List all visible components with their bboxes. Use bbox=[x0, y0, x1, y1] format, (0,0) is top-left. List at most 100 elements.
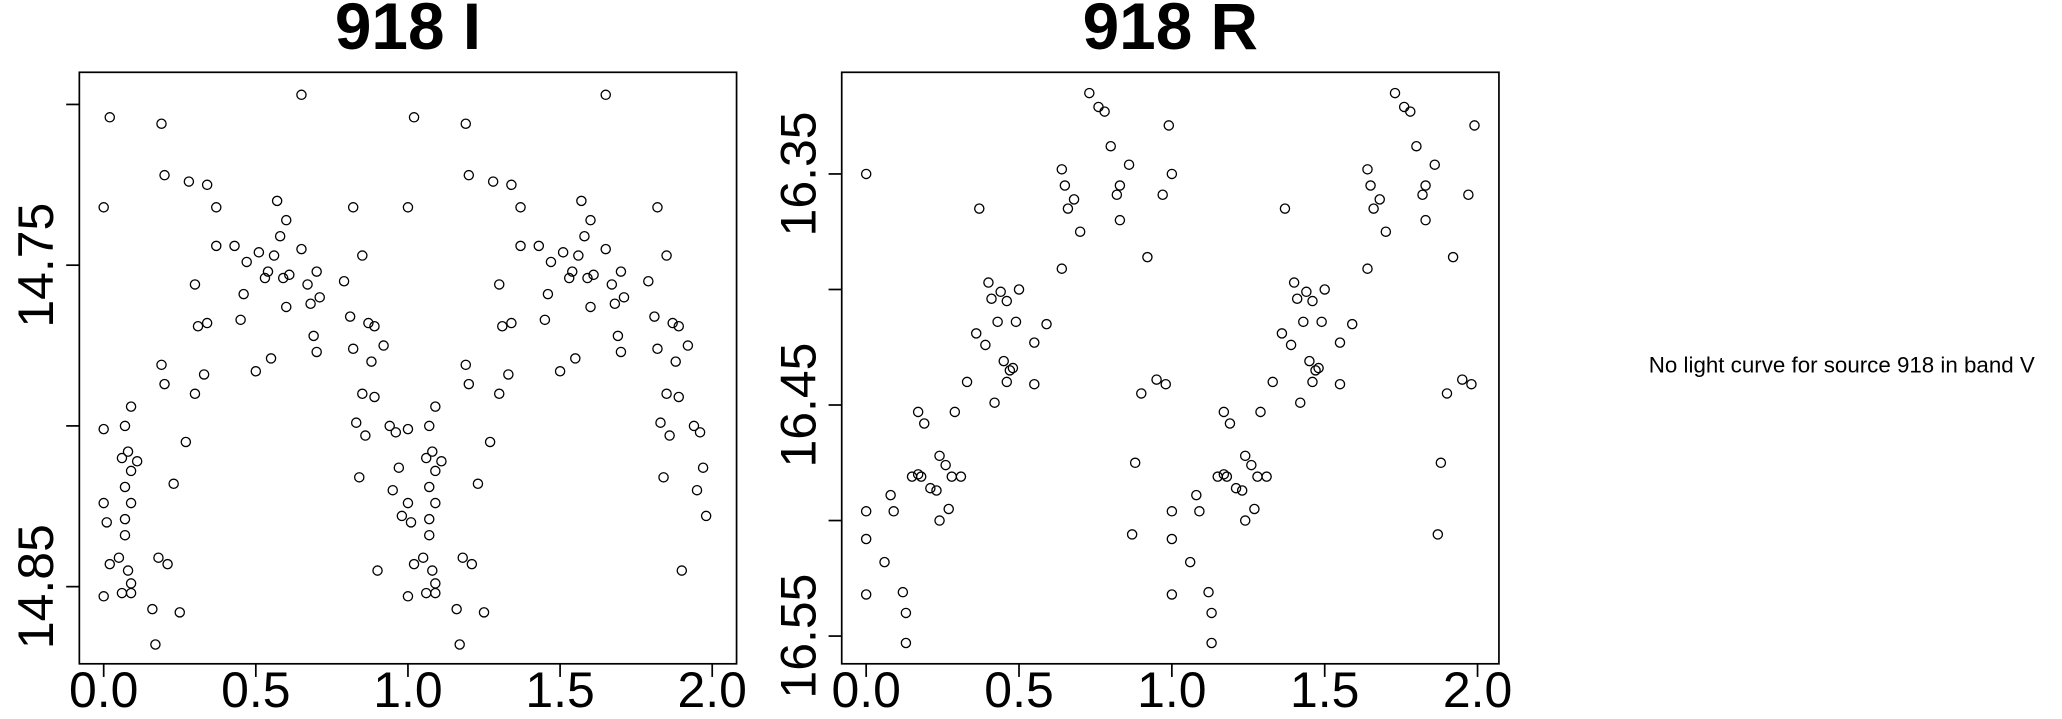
data-point bbox=[998, 355, 1009, 367]
x-tick-label: 0.5 bbox=[221, 662, 290, 718]
data-point bbox=[168, 478, 179, 490]
data-point bbox=[493, 388, 505, 400]
data-point bbox=[390, 427, 402, 438]
data-point bbox=[661, 388, 672, 400]
data-point bbox=[463, 378, 475, 390]
data-point bbox=[460, 359, 472, 371]
data-point bbox=[1429, 159, 1441, 170]
x-tick-label: 1.0 bbox=[373, 662, 442, 718]
data-point bbox=[940, 459, 951, 471]
data-point bbox=[980, 339, 991, 351]
data-point bbox=[1239, 450, 1251, 462]
data-point bbox=[615, 266, 627, 277]
data-point bbox=[946, 471, 958, 482]
data-point bbox=[1041, 318, 1052, 330]
data-point bbox=[159, 378, 170, 390]
data-point bbox=[357, 388, 368, 400]
data-point bbox=[615, 346, 627, 358]
data-point bbox=[1010, 316, 1022, 328]
data-point bbox=[262, 266, 274, 277]
data-point bbox=[1157, 189, 1168, 201]
data-point bbox=[1463, 189, 1474, 201]
data-point bbox=[1111, 189, 1123, 201]
data-point bbox=[606, 279, 618, 290]
data-point bbox=[463, 169, 475, 181]
data-point bbox=[1151, 374, 1162, 385]
data-point bbox=[643, 275, 654, 287]
data-point bbox=[1239, 515, 1251, 526]
data-point bbox=[1166, 506, 1178, 517]
data-point bbox=[1252, 471, 1263, 482]
data-point bbox=[673, 320, 685, 332]
data-point bbox=[1230, 482, 1242, 494]
data-point bbox=[667, 317, 678, 329]
data-point bbox=[1435, 457, 1447, 469]
data-point bbox=[1212, 471, 1223, 482]
data-point bbox=[423, 529, 435, 541]
data-point bbox=[201, 317, 213, 329]
data-point bbox=[484, 436, 496, 448]
data-point bbox=[992, 316, 1003, 328]
data-point bbox=[1218, 406, 1230, 418]
data-point bbox=[350, 417, 362, 428]
data-point bbox=[1166, 533, 1178, 545]
data-point bbox=[393, 462, 405, 473]
data-point bbox=[457, 552, 468, 563]
data-point bbox=[542, 288, 554, 300]
data-point bbox=[235, 314, 246, 326]
data-point bbox=[1184, 556, 1196, 568]
data-point bbox=[1068, 194, 1080, 205]
data-point bbox=[1267, 376, 1278, 388]
data-point bbox=[694, 427, 706, 438]
data-point bbox=[691, 484, 703, 496]
data-point bbox=[918, 418, 930, 429]
data-point bbox=[423, 481, 435, 493]
data-point bbox=[192, 320, 204, 332]
data-point bbox=[588, 269, 599, 281]
data-point bbox=[430, 587, 441, 599]
data-point bbox=[1166, 589, 1178, 600]
data-point bbox=[296, 243, 307, 255]
data-point bbox=[885, 489, 896, 501]
data-point bbox=[931, 485, 942, 496]
data-point bbox=[125, 587, 137, 599]
data-point bbox=[1362, 263, 1373, 274]
data-point bbox=[253, 247, 265, 258]
data-point bbox=[1304, 355, 1315, 367]
data-point bbox=[1466, 378, 1477, 390]
data-point bbox=[408, 558, 420, 570]
data-point bbox=[302, 279, 313, 290]
data-point bbox=[649, 311, 660, 322]
y-tick-label: 16.55 bbox=[770, 574, 826, 699]
data-point bbox=[451, 603, 462, 615]
data-point bbox=[1029, 378, 1040, 390]
data-point bbox=[1007, 362, 1019, 374]
data-point bbox=[539, 314, 551, 326]
data-point bbox=[664, 430, 675, 441]
data-point bbox=[1001, 295, 1013, 307]
data-point bbox=[557, 247, 569, 258]
data-point bbox=[888, 506, 899, 517]
data-point bbox=[697, 462, 709, 473]
data-point bbox=[1291, 293, 1303, 304]
data-point bbox=[347, 343, 359, 355]
data-point bbox=[162, 558, 173, 570]
data-point bbox=[122, 565, 134, 576]
data-point bbox=[970, 328, 982, 339]
data-point bbox=[652, 202, 663, 213]
data-point bbox=[579, 230, 590, 242]
data-point bbox=[211, 202, 222, 213]
data-point bbox=[131, 456, 143, 467]
data-point bbox=[1129, 457, 1141, 469]
data-point bbox=[860, 168, 872, 180]
data-point bbox=[311, 346, 322, 358]
data-point bbox=[344, 311, 356, 322]
data-point bbox=[1310, 365, 1321, 376]
data-point bbox=[943, 503, 954, 515]
data-point bbox=[1313, 362, 1324, 374]
data-point bbox=[423, 420, 435, 432]
data-point bbox=[338, 275, 350, 287]
data-point bbox=[417, 552, 429, 563]
data-point bbox=[363, 317, 374, 329]
